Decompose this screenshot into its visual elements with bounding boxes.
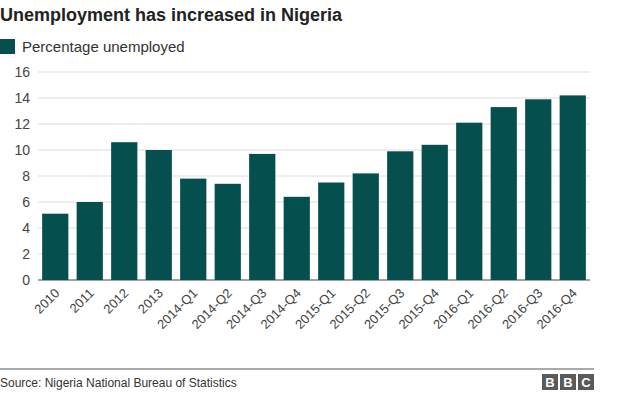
y-tick-label: 8	[22, 168, 30, 184]
bar	[146, 150, 172, 280]
footer-rule	[0, 369, 594, 370]
bar	[180, 179, 206, 280]
x-tick-label: 2011	[66, 286, 96, 316]
y-axis	[38, 72, 39, 280]
bar	[77, 202, 103, 280]
chart: Unemployment has increased in Nigeria Per…	[0, 0, 624, 395]
y-tick-label: 10	[14, 142, 30, 158]
x-tick-label: 2016-Q4	[533, 286, 579, 332]
bar	[42, 214, 68, 280]
logo-letter: B	[563, 375, 572, 390]
source: Source: Nigeria National Bureau of Stati…	[0, 376, 237, 390]
bar	[249, 154, 275, 280]
y-tick-label: 0	[22, 272, 30, 288]
logo: BBC	[545, 375, 591, 390]
x-tick-label: 2012	[100, 286, 131, 317]
bar	[111, 142, 137, 280]
logo-box	[578, 374, 594, 390]
grid-line	[38, 98, 590, 99]
y-tick-label: 16	[14, 64, 30, 80]
legend-label: Percentage unemployed	[22, 38, 185, 55]
x-tick-label: 2013	[135, 286, 166, 317]
y-tick-label: 2	[22, 246, 30, 262]
bar	[491, 107, 517, 280]
logo-letter: C	[581, 375, 591, 390]
y-tick-label: 4	[22, 220, 30, 236]
title: Unemployment has increased in Nigeria	[0, 5, 343, 25]
grid-line	[38, 72, 590, 73]
bar	[284, 197, 310, 280]
bar	[422, 145, 448, 280]
bar	[525, 99, 551, 280]
logo-box	[542, 374, 558, 390]
bar	[560, 95, 586, 280]
x-tick-label: 2010	[31, 286, 62, 317]
logo-letter: B	[545, 375, 554, 390]
bar	[215, 184, 241, 280]
logo-box	[560, 374, 576, 390]
bar	[387, 151, 413, 280]
y-tick-label: 14	[14, 90, 30, 106]
y-tick-label: 6	[22, 194, 30, 210]
y-tick-label: 12	[14, 116, 30, 132]
bars	[42, 95, 586, 280]
bar	[353, 173, 379, 280]
legend-swatch	[0, 39, 15, 54]
bar	[456, 123, 482, 280]
bar	[318, 183, 344, 281]
